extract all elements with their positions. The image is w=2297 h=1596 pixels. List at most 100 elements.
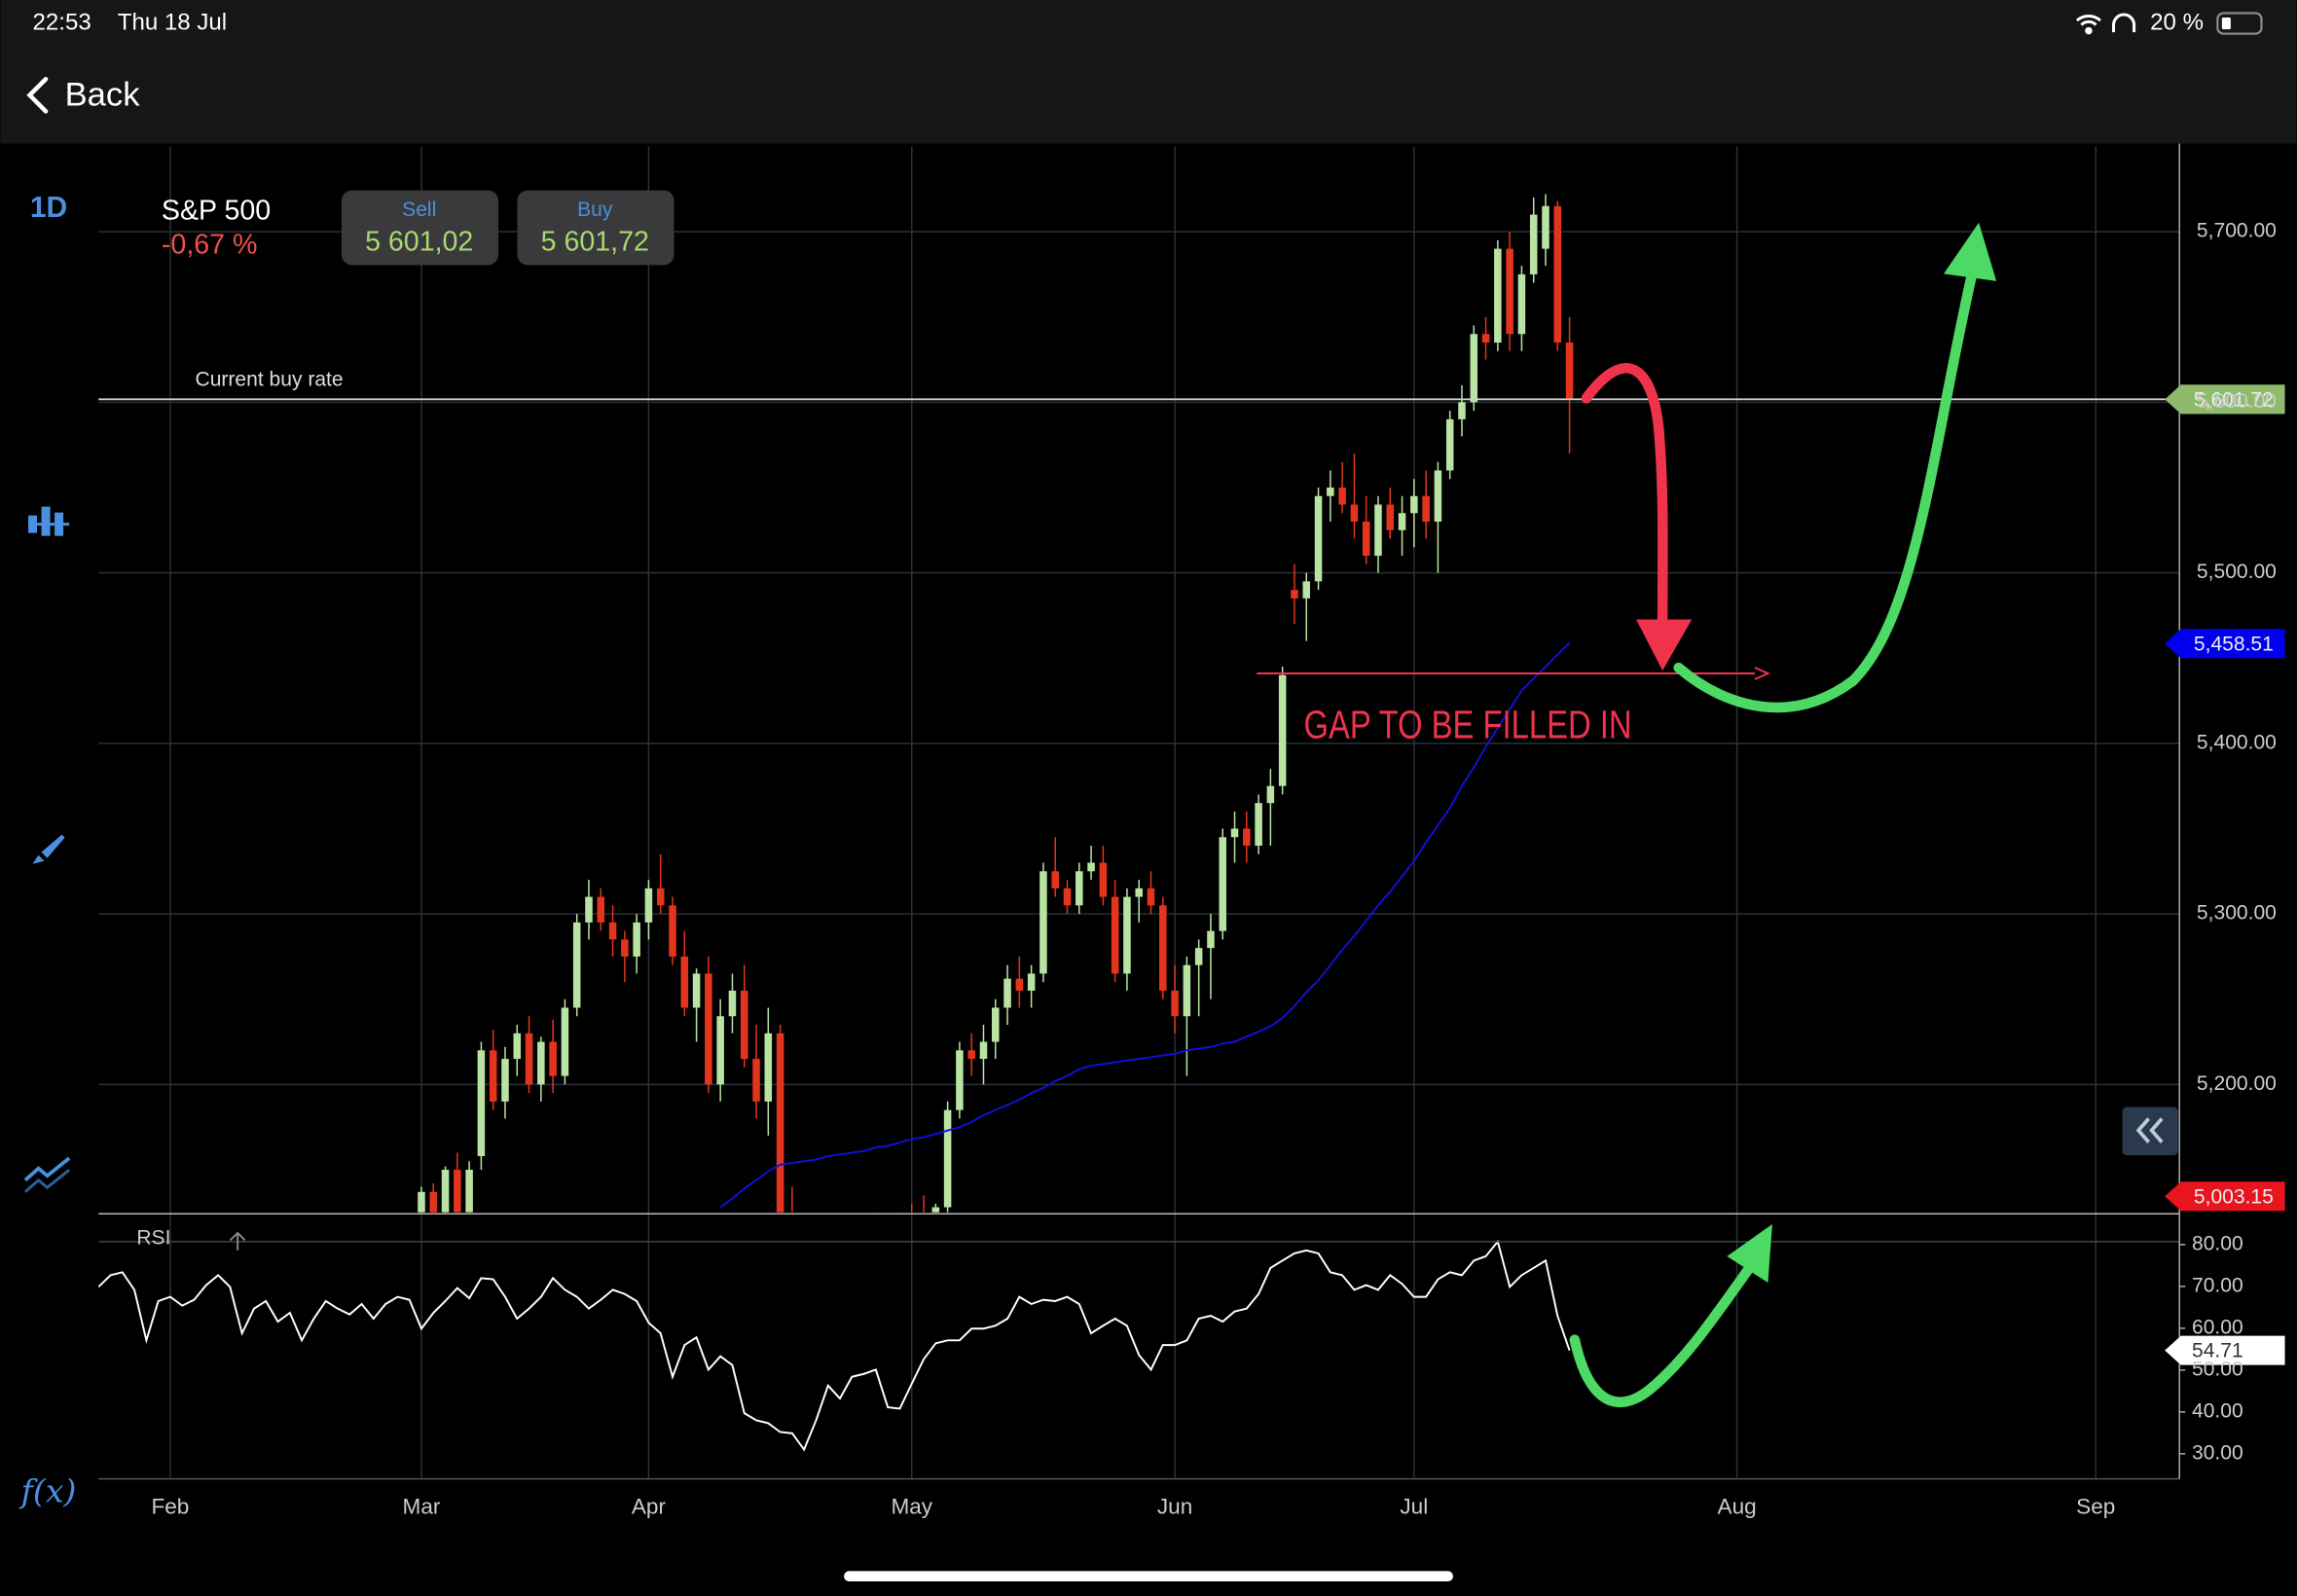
candle-body <box>525 1033 533 1085</box>
buy-button[interactable]: Buy 5 601,72 <box>517 190 675 266</box>
collapse-icon <box>2135 1117 2164 1143</box>
candle-body <box>1327 487 1334 496</box>
candle-body <box>728 990 737 1017</box>
price-tag <box>2165 629 2285 659</box>
candle-body <box>931 1207 940 1213</box>
candle-body <box>1422 495 1430 523</box>
timeframe-button[interactable]: 1D <box>30 192 67 224</box>
rsi-tag <box>2165 1335 2285 1365</box>
rsi-tag-label: 54.71 <box>2192 1340 2243 1362</box>
candle-body <box>1255 803 1262 847</box>
drawing-tool-button[interactable] <box>32 834 65 864</box>
candle-body <box>1291 590 1298 598</box>
battery-level: 20 % <box>2150 9 2204 35</box>
candle-body <box>454 1169 461 1213</box>
candle-body <box>967 1050 975 1060</box>
buy-box[interactable] <box>517 190 675 266</box>
candle-body <box>561 1007 569 1076</box>
candle-body <box>1111 896 1119 974</box>
candle-body <box>1207 930 1215 949</box>
candle-body <box>669 905 676 957</box>
candle-body <box>1194 948 1203 965</box>
collapse-button[interactable] <box>2122 1106 2178 1156</box>
price-tag <box>2165 1181 2285 1212</box>
candle-body <box>1445 418 1454 471</box>
function-button[interactable]: f(x) <box>18 1472 77 1510</box>
candle-body <box>705 973 712 1085</box>
quote-header: S&P 500 -0,67 % Sell 5 601,02 Buy 5 601,… <box>162 190 675 266</box>
candle-body <box>1494 248 1502 344</box>
candle-body <box>656 888 665 906</box>
candle-body <box>633 922 640 957</box>
y-tick-label: 5,700.00 <box>2197 220 2277 242</box>
buy-label[interactable]: Buy <box>577 199 613 221</box>
candle-body <box>1135 888 1143 897</box>
candle-body <box>1458 402 1466 419</box>
candle-body <box>1039 871 1047 974</box>
drawn-arrows <box>1569 222 1997 1408</box>
candle-body <box>1314 495 1323 582</box>
green-arrowhead <box>1943 222 1997 281</box>
green-rsi-arrowhead <box>1727 1223 1772 1284</box>
buy-price[interactable]: 5 601,72 <box>541 226 649 257</box>
candle-body <box>1398 513 1406 530</box>
green-rsi-arrow <box>1569 1261 1756 1408</box>
candle-body <box>1374 504 1382 557</box>
candle-body <box>1183 964 1191 1017</box>
status-icons <box>2075 13 2136 35</box>
sell-box[interactable] <box>341 190 498 266</box>
gap-line-head <box>1754 667 1770 680</box>
candle-body <box>1243 828 1251 847</box>
candle-body <box>477 1050 486 1156</box>
x-tick-label: Aug <box>1718 1495 1757 1519</box>
back-label[interactable]: Back <box>65 76 141 113</box>
back-button[interactable]: Back <box>26 76 141 114</box>
candle-body <box>1147 888 1155 906</box>
candle-body <box>1338 487 1346 505</box>
rsi-tick-label: 70.00 <box>2192 1274 2243 1296</box>
x-tick-label: Apr <box>632 1495 667 1519</box>
candle-body <box>572 922 581 1008</box>
candle-body <box>1171 990 1179 1017</box>
rsi-expand-icon[interactable] <box>229 1231 246 1251</box>
candle-body <box>1015 978 1024 991</box>
candle-body <box>1076 871 1083 906</box>
indicator-button-shadow <box>23 1168 71 1193</box>
chart-type-button[interactable] <box>27 506 70 536</box>
x-tick-label: Sep <box>2076 1495 2115 1519</box>
overlay: GAP TO BE FILLED IN Current buy rate 5,601… <box>98 368 2285 1365</box>
candle-body <box>597 896 605 923</box>
candle-body <box>1230 828 1239 838</box>
sell-button[interactable]: Sell 5 601,02 <box>341 190 498 266</box>
moving-average <box>719 641 1571 1209</box>
red-arrowhead <box>1636 619 1693 671</box>
y-tick-label: 5,200.00 <box>2197 1072 2277 1095</box>
candle-body <box>1386 504 1395 530</box>
candle-body <box>1565 343 1574 399</box>
candle-body <box>585 896 593 923</box>
candle-body <box>1506 248 1513 335</box>
candle-body <box>1350 504 1359 523</box>
candle-body <box>776 1033 784 1213</box>
y-tick-label: 5,600.00 <box>2197 390 2277 413</box>
candle-body <box>752 1059 760 1102</box>
x-tick-label: Jun <box>1157 1495 1192 1519</box>
rsi-panel <box>98 1239 1571 1452</box>
candle-body <box>1470 334 1478 403</box>
instrument-name: S&P 500 <box>162 196 271 227</box>
battery-icon <box>2216 12 2263 35</box>
candle-body <box>1362 522 1370 557</box>
candle-body <box>441 1169 450 1213</box>
price-tag-label: 5,003.15 <box>2194 1185 2274 1208</box>
candle-body <box>513 1033 522 1060</box>
home-indicator <box>844 1571 1453 1581</box>
candle-body <box>549 1041 557 1076</box>
top-bar <box>0 0 2297 144</box>
sell-price[interactable]: 5 601,02 <box>365 226 473 257</box>
candle-body <box>1063 888 1072 906</box>
sell-label[interactable]: Sell <box>402 199 436 221</box>
y-tick-label: 5,500.00 <box>2197 561 2277 583</box>
indicator-button[interactable] <box>23 1156 71 1182</box>
